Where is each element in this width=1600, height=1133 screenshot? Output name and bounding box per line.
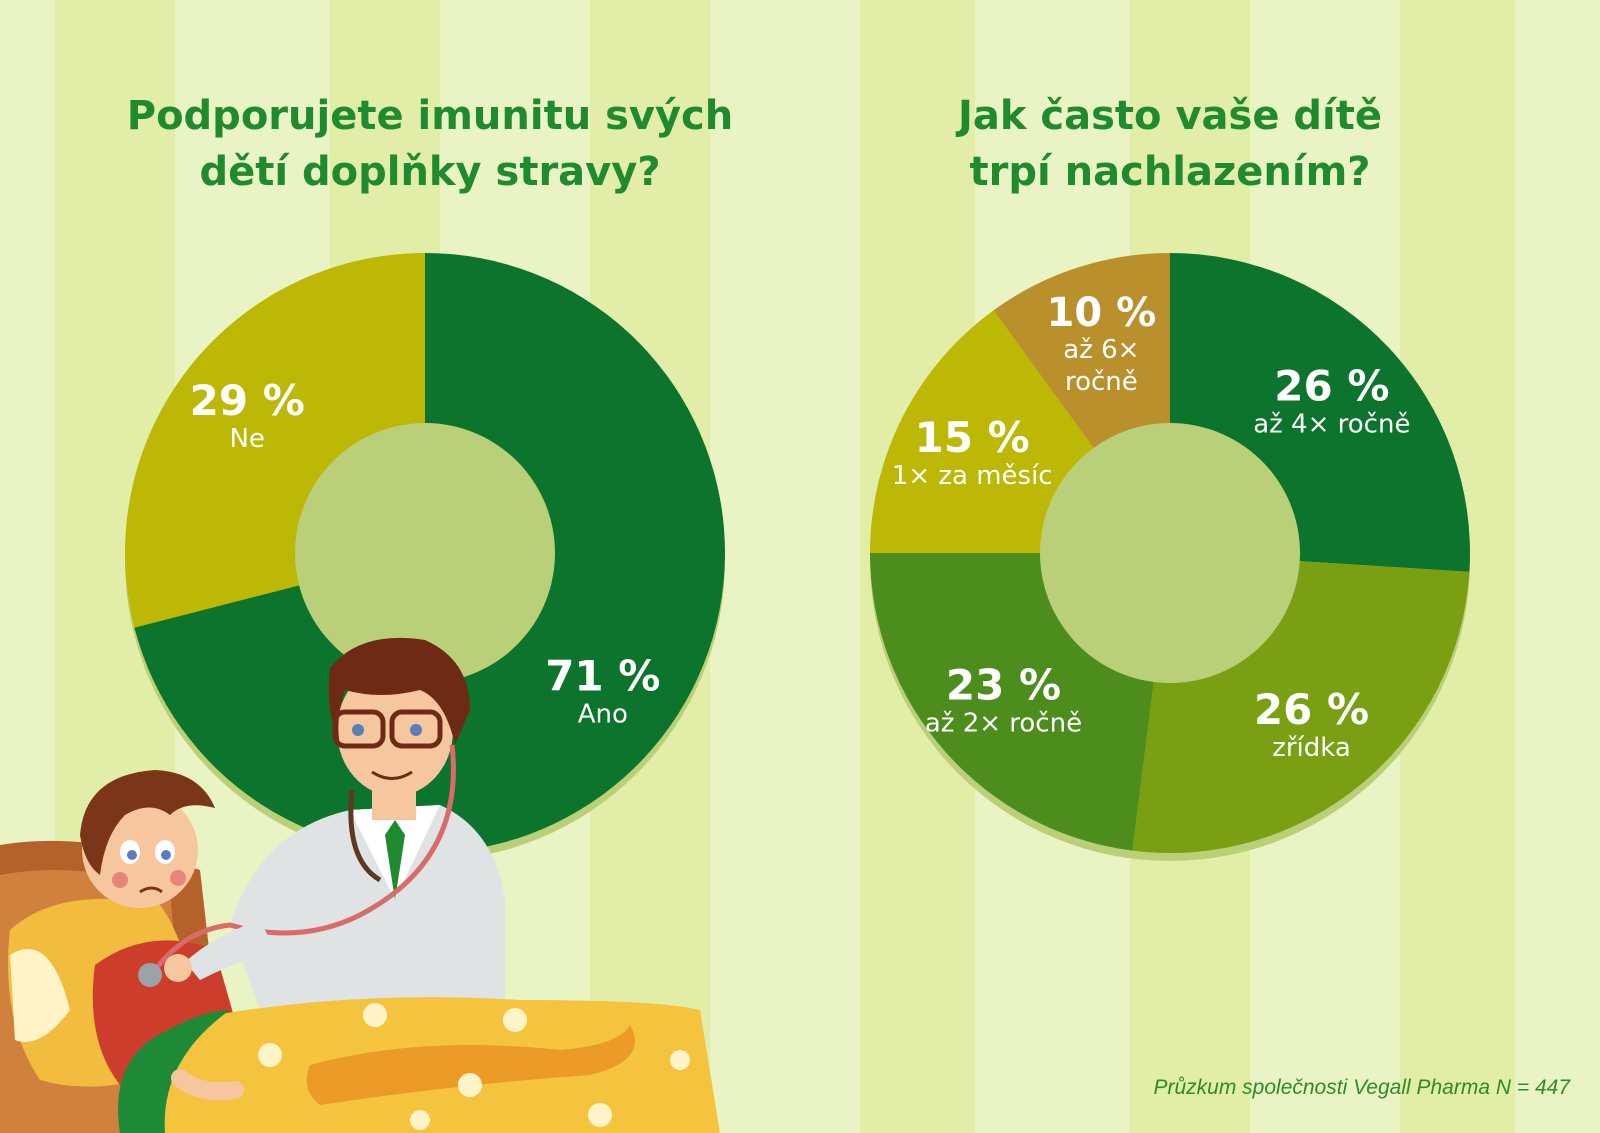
slice-value-label: 15 % — [915, 413, 1030, 462]
chart-title-supplements: Podporujete imunitu svých dětí doplňky s… — [120, 88, 740, 200]
survey-source-note: Průzkum společnosti Vegall Pharma N = 44… — [1153, 1076, 1570, 1099]
slice-category-label: Ne — [229, 424, 264, 454]
slice-value-label: 23 % — [946, 661, 1061, 710]
donut-slice — [870, 553, 1154, 851]
chart-title-colds: Jak často vaše dítě trpí nachlazením? — [870, 88, 1470, 200]
donut-slice — [1170, 253, 1470, 572]
slice-category-label: zřídka — [1272, 733, 1351, 763]
slice-value-label: 10 % — [1047, 290, 1157, 336]
donut-slice — [870, 310, 1094, 553]
donut-slice — [993, 253, 1170, 448]
slice-category-label: až 2× ročně — [925, 709, 1082, 739]
slice-category-label: až 4× ročně — [1253, 410, 1410, 440]
donut-slice — [1132, 561, 1470, 853]
slice-value-label: 26 % — [1254, 685, 1369, 734]
title-line: trpí nachlazením? — [969, 149, 1371, 195]
slice-value-label: 71 % — [545, 652, 660, 701]
donut-slice — [134, 253, 725, 853]
slice-category-label: 1× za měsíc — [892, 461, 1053, 491]
slice-category-label: ročně — [1065, 367, 1138, 397]
title-line: Podporujete imunitu svých — [126, 93, 734, 139]
slice-category-label: až 6× — [1063, 335, 1139, 365]
donut-slice — [124, 252, 425, 628]
slice-category-label: Ano — [578, 700, 628, 730]
slice-value-label: 26 % — [1274, 362, 1389, 411]
title-line: dětí doplňky stravy? — [199, 149, 661, 195]
title-line: Jak často vaše dítě — [958, 93, 1382, 139]
slice-value-label: 29 % — [190, 376, 305, 425]
